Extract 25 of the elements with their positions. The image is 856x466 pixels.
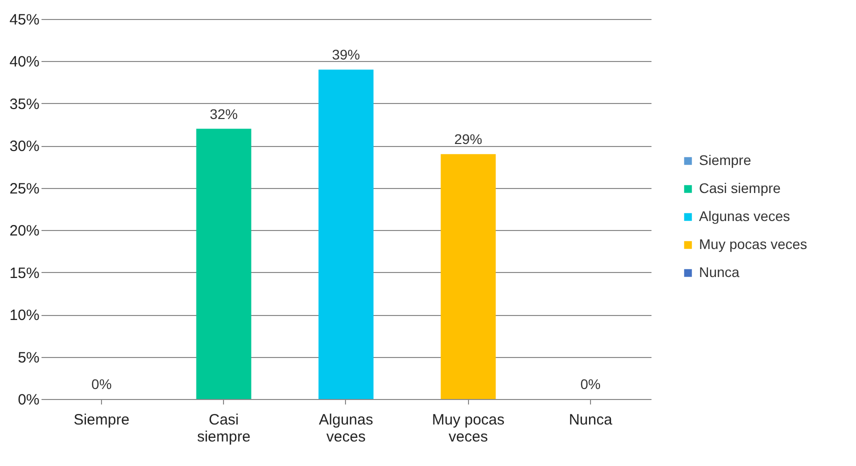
y-tick-label: 5% bbox=[18, 349, 40, 366]
legend-label: Muy pocas veces bbox=[699, 236, 808, 252]
data-label: 39% bbox=[332, 46, 360, 63]
data-label: 0% bbox=[91, 376, 112, 392]
y-tick-label: 20% bbox=[9, 222, 40, 240]
x-tick-label: Muy pocas veces bbox=[432, 412, 505, 446]
x-tick-label: Siempre bbox=[74, 412, 130, 428]
y-tick-label: 10% bbox=[9, 307, 40, 324]
x-tick-label: Nunca bbox=[568, 412, 613, 428]
y-tick-label: 45% bbox=[9, 12, 40, 28]
y-tick-label: 25% bbox=[9, 180, 40, 198]
y-tick-label: 0% bbox=[18, 392, 40, 408]
legend-label: Algunas veces bbox=[699, 208, 790, 224]
y-tick-label: 15% bbox=[9, 264, 40, 282]
legend-label: Nunca bbox=[699, 264, 740, 280]
y-tick-label: 40% bbox=[9, 54, 40, 71]
legend-label: Siempre bbox=[699, 152, 752, 168]
x-tick-label: Casi siempre bbox=[197, 412, 250, 446]
legend-label: Casi siempre bbox=[699, 180, 781, 196]
data-label: 0% bbox=[580, 376, 601, 392]
y-tick-label: 30% bbox=[9, 138, 40, 156]
data-label: 29% bbox=[454, 131, 482, 148]
x-tick-label: Algunas veces bbox=[318, 412, 374, 446]
data-label: 32% bbox=[210, 106, 238, 122]
y-tick-label: 35% bbox=[9, 96, 40, 113]
